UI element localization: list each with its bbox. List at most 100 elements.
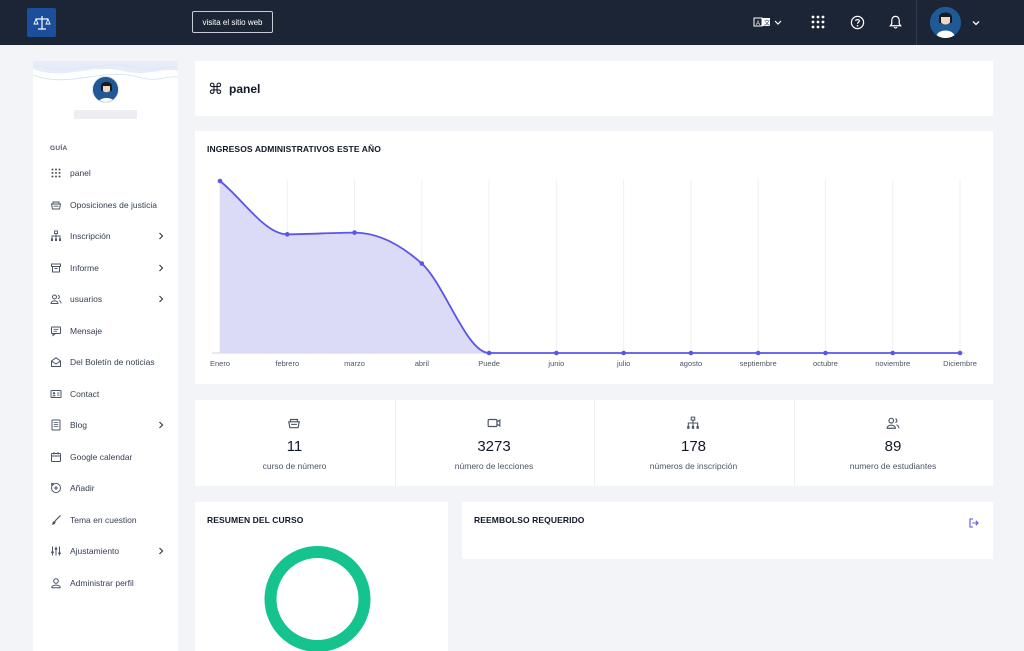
chart-point[interactable]: [419, 261, 425, 266]
translate-icon: A 文: [753, 17, 782, 27]
user-avatar[interactable]: [930, 7, 961, 38]
sidebar-item-label: Contact: [70, 388, 100, 399]
apps-grid-icon[interactable]: [808, 12, 828, 32]
grid-icon: [50, 167, 62, 179]
sliders-icon: [50, 545, 62, 557]
chart-x-tick-label: Diciembre: [943, 359, 977, 368]
chart-title: INGRESOS ADMINISTRATIVOS ESTE AÑO: [207, 144, 381, 154]
video-icon: [487, 416, 501, 430]
chart-point[interactable]: [554, 350, 559, 356]
stat-value: 11: [286, 438, 303, 455]
contact-card-icon: [50, 388, 62, 400]
brush-icon: [50, 514, 62, 526]
sidebar-item-label: Informe: [70, 262, 99, 273]
chart-area-fill: [220, 181, 960, 353]
sidebar-item-label: Del Boletín de noticias: [70, 357, 155, 367]
sidebar-item-1[interactable]: Oposiciones de justicia: [50, 195, 165, 215]
user-menu-chevron-down-icon[interactable]: [971, 15, 981, 33]
sidebar-item-7[interactable]: Contact: [50, 384, 165, 404]
chart-point[interactable]: [284, 232, 290, 237]
chevron-right-icon: [157, 294, 165, 306]
refund-title: REEMBOLSO REQUERIDO: [474, 515, 585, 525]
stats-card: 11 curso de número 3273 número de lecciones…: [195, 400, 993, 486]
chart-point[interactable]: [890, 350, 896, 356]
sidebar-item-2[interactable]: Inscripción: [50, 226, 165, 246]
sidebar-item-12[interactable]: Ajustamiento: [50, 541, 165, 561]
sidebar-item-label: Administrar perfil: [70, 577, 134, 588]
sidebar-item-label: Blog: [70, 420, 88, 430]
message-icon: [50, 325, 62, 337]
chart-x-tick-label: agosto: [680, 359, 703, 368]
sidebar-item-label: Mensaje: [70, 325, 103, 336]
scales-of-justice-icon: [32, 15, 51, 30]
page-header-card: ⌘ panel: [195, 61, 993, 116]
help-icon[interactable]: [847, 12, 867, 32]
visit-website-button[interactable]: visita el sitio web: [192, 11, 273, 33]
stat-tile: 11 curso de número: [195, 400, 394, 486]
sidebar-item-0[interactable]: panel: [50, 163, 165, 183]
language-selector[interactable]: A 文: [752, 12, 784, 32]
sidebar-item-label: Añadir: [70, 483, 95, 493]
sidebar-item-10[interactable]: Añadir: [50, 478, 165, 498]
site-logo[interactable]: [27, 8, 56, 37]
chart-x-tick-label: septiembre: [740, 359, 777, 368]
sidebar-item-3[interactable]: Informe: [50, 258, 165, 278]
command-icon: ⌘: [208, 80, 223, 98]
chart-x-tick-label: marzo: [344, 359, 365, 368]
sidebar-item-6[interactable]: Del Boletín de noticias: [50, 352, 165, 372]
chart-x-tick-label: junio: [547, 359, 564, 368]
basket-icon: [287, 416, 301, 430]
topbar-divider: [916, 0, 917, 45]
add-circle-icon: [50, 482, 62, 494]
sidebar-item-label: Oposiciones de justicia: [70, 199, 157, 210]
refund-request-card: REEMBOLSO REQUERIDO: [462, 502, 993, 559]
sidebar-avatar[interactable]: [92, 76, 119, 103]
chart-point[interactable]: [823, 350, 828, 356]
document-icon: [50, 419, 62, 431]
chart-point[interactable]: [486, 350, 492, 356]
revenue-chart-card: INGRESOS ADMINISTRATIVOS ESTE AÑO Enero f…: [195, 131, 993, 384]
sidebar-item-13[interactable]: Administrar perfil: [50, 573, 165, 593]
chart-point[interactable]: [352, 230, 357, 235]
exit-icon[interactable]: [969, 515, 979, 533]
chart-point[interactable]: [755, 350, 761, 356]
chart-x-tick-label: Enero: [210, 359, 230, 368]
sidebar-item-8[interactable]: Blog: [50, 415, 165, 435]
stat-value: 3273: [477, 438, 511, 455]
chevron-right-icon: [157, 546, 165, 558]
stat-value: 89: [884, 438, 902, 455]
sidebar-item-11[interactable]: Tema en cuestion: [50, 510, 165, 530]
course-summary-card: RESUMEN DEL CURSO: [195, 502, 448, 651]
user-icon: [50, 577, 62, 589]
sidebar-header-wave-decoration: [33, 61, 178, 81]
hierarchy-icon: [686, 416, 700, 430]
chevron-right-icon: [157, 263, 165, 275]
stat-divider: [793, 400, 795, 486]
calendar-icon: [50, 451, 62, 463]
sidebar-item-4[interactable]: usuarios: [50, 289, 165, 309]
chart-point[interactable]: [957, 350, 963, 356]
sidebar-item-5[interactable]: Mensaje: [50, 321, 165, 341]
chart-point[interactable]: [217, 178, 223, 184]
sidebar-item-9[interactable]: Google calendar: [50, 447, 165, 467]
stat-tile: 89 numero de estudiantes: [794, 400, 993, 486]
sidebar-item-label: Inscripción: [70, 231, 111, 241]
chevron-right-icon: [157, 231, 165, 243]
users-icon: [886, 416, 900, 430]
svg-text:A: A: [756, 21, 760, 27]
chart-point[interactable]: [688, 350, 694, 356]
chart-x-tick-label: Puede: [478, 359, 500, 368]
basket-icon: [50, 199, 62, 211]
chart-point[interactable]: [621, 350, 626, 356]
stat-divider: [394, 400, 396, 486]
notifications-bell-icon[interactable]: [885, 12, 905, 32]
users-icon: [50, 293, 62, 305]
chart-x-tick-label: noviembre: [875, 359, 910, 368]
page-title: panel: [229, 82, 261, 96]
course-summary-donut: [264, 546, 371, 651]
sidebar-item-label: Ajustamiento: [70, 546, 120, 556]
stat-tile: 3273 número de lecciones: [395, 400, 594, 486]
top-bar: visita el sitio web A 文: [0, 0, 1024, 45]
sidebar-item-label: panel: [70, 168, 91, 178]
course-summary-title: RESUMEN DEL CURSO: [207, 515, 304, 525]
